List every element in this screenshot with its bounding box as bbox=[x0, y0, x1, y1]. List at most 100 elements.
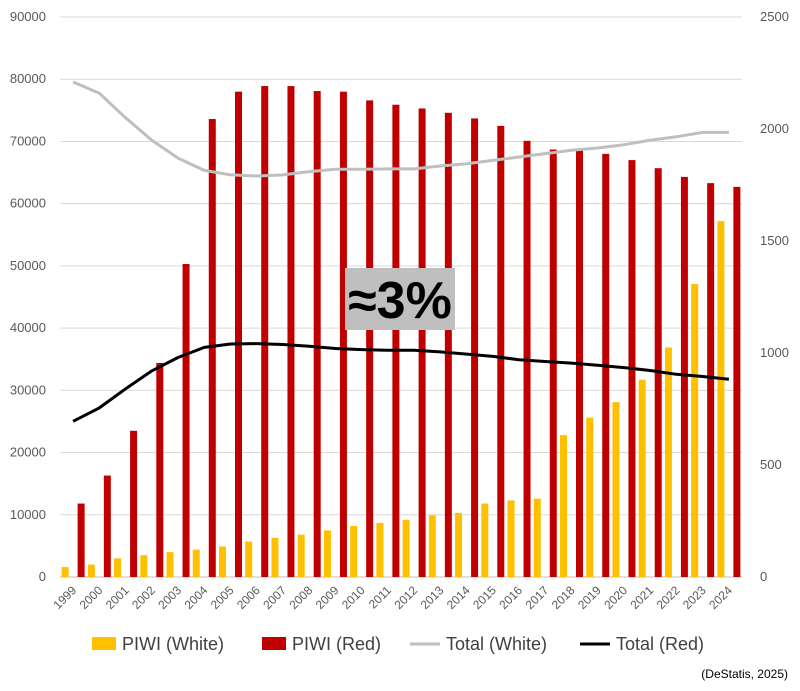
x-tick-label: 2017 bbox=[523, 583, 552, 612]
line-total-red bbox=[72, 342, 730, 423]
bar-piwi-red bbox=[392, 104, 400, 577]
x-tick-label: 2012 bbox=[391, 583, 420, 612]
annotation-box bbox=[345, 268, 455, 330]
bar-piwi-red bbox=[130, 430, 138, 577]
bar-piwi-white bbox=[87, 564, 95, 577]
x-tick-label: 2022 bbox=[654, 583, 683, 612]
bar-piwi-white bbox=[664, 347, 672, 577]
bar-piwi-white bbox=[245, 541, 253, 577]
x-tick-label: 2021 bbox=[628, 583, 657, 612]
bar-piwi-red bbox=[497, 125, 505, 577]
bar-piwi-white bbox=[612, 402, 620, 577]
x-tick-label: 2018 bbox=[549, 583, 578, 612]
legend-item: Total (White) bbox=[410, 634, 547, 654]
y-left-tick-label: 20000 bbox=[10, 445, 46, 460]
bar-piwi-white bbox=[481, 503, 489, 577]
x-tick-label: 2003 bbox=[155, 583, 184, 612]
bar-piwi-white bbox=[533, 498, 541, 577]
x-tick-label: 2024 bbox=[706, 583, 735, 612]
y-left-tick-label: 80000 bbox=[10, 71, 46, 86]
legend-label: PIWI (White) bbox=[122, 634, 224, 654]
right-axis-ticks: 0 500 1000 1500 2000 2500 bbox=[760, 9, 789, 584]
bar-piwi-white bbox=[560, 435, 567, 577]
bar-piwi-white bbox=[638, 379, 646, 577]
bar-piwi-white bbox=[297, 534, 305, 577]
bar-piwi-red bbox=[444, 112, 452, 578]
bar-piwi-white bbox=[140, 555, 148, 577]
y-right-tick-label: 1500 bbox=[760, 233, 789, 248]
bar-piwi-red bbox=[313, 91, 321, 578]
bar-piwi-red bbox=[208, 119, 216, 578]
x-tick-label: 2014 bbox=[444, 583, 473, 612]
bar-piwi-red bbox=[366, 100, 374, 577]
y-left-tick-label: 40000 bbox=[10, 320, 46, 335]
x-tick-label: 2019 bbox=[575, 583, 604, 612]
annotation-text: ≈3% bbox=[348, 272, 452, 330]
x-tick-label: 2005 bbox=[208, 583, 237, 612]
bar-piwi-white bbox=[323, 530, 331, 577]
y-right-tick-label: 1000 bbox=[760, 345, 789, 360]
bar-piwi-red bbox=[182, 264, 190, 577]
legend-label: Total (Red) bbox=[616, 634, 704, 654]
bar-piwi-white bbox=[717, 221, 725, 578]
y-right-tick-label: 2500 bbox=[760, 9, 789, 24]
y-left-tick-label: 90000 bbox=[10, 9, 46, 24]
y-right-tick-label: 500 bbox=[760, 457, 782, 472]
y-left-tick-label: 0 bbox=[39, 569, 46, 584]
x-tick-label: 1999 bbox=[50, 583, 79, 612]
bar-piwi-white bbox=[192, 549, 200, 577]
x-tick-label: 2011 bbox=[366, 583, 394, 611]
bar-piwi-white bbox=[428, 515, 436, 577]
y-right-tick-label: 2000 bbox=[760, 121, 789, 136]
x-tick-label: 2002 bbox=[129, 583, 158, 612]
legend-swatch bbox=[92, 637, 116, 650]
x-tick-label: 2001 bbox=[103, 583, 132, 612]
legend-item: Total (Red) bbox=[580, 634, 704, 654]
y-left-tick-label: 60000 bbox=[10, 196, 46, 211]
bar-piwi-white bbox=[376, 522, 384, 577]
bar-piwi-red bbox=[77, 503, 85, 577]
x-tick-label: 2004 bbox=[182, 583, 211, 612]
bar-piwi-white bbox=[402, 519, 410, 577]
x-tick-label: 2008 bbox=[287, 583, 316, 612]
legend-label: Total (White) bbox=[446, 634, 547, 654]
legend-item: PIWI (Red) bbox=[262, 634, 381, 654]
x-tick-label: 2023 bbox=[680, 583, 709, 612]
bar-piwi-white bbox=[271, 537, 279, 577]
source-citation: (DeStatis, 2025) bbox=[701, 667, 788, 681]
annotation: ≈3% bbox=[345, 268, 455, 330]
y-right-tick-label: 0 bbox=[760, 569, 767, 584]
bar-piwi-white bbox=[219, 546, 226, 577]
line-total-white bbox=[72, 80, 729, 178]
x-tick-label: 2010 bbox=[339, 583, 368, 612]
x-tick-label: 2020 bbox=[601, 583, 630, 612]
bar-piwi-red bbox=[680, 176, 688, 577]
series-lines bbox=[72, 80, 730, 423]
legend-swatch bbox=[262, 637, 286, 650]
x-tick-label: 2015 bbox=[470, 583, 499, 612]
bar-piwi-red bbox=[471, 118, 479, 577]
x-tick-label: 2016 bbox=[496, 583, 525, 612]
legend-label: PIWI (Red) bbox=[292, 634, 381, 654]
legend: PIWI (White) PIWI (Red) Total (White) Total… bbox=[92, 634, 704, 654]
bar-piwi-white bbox=[114, 558, 122, 577]
bar-piwi-red bbox=[707, 183, 715, 577]
y-left-tick-label: 50000 bbox=[10, 258, 46, 273]
x-tick-label: 2007 bbox=[260, 583, 289, 612]
bar-piwi-white bbox=[691, 283, 699, 577]
y-left-tick-label: 70000 bbox=[10, 133, 46, 148]
bar-piwi-white bbox=[455, 512, 463, 577]
x-tick-label: 2009 bbox=[313, 583, 342, 612]
bar-piwi-red bbox=[733, 186, 741, 577]
bar-piwi-red bbox=[103, 475, 111, 577]
x-tick-label: 2006 bbox=[234, 583, 263, 612]
x-axis-ticks: 1999200020012002200320042005200620072008… bbox=[50, 583, 735, 612]
x-tick-label: 2000 bbox=[77, 583, 106, 612]
bar-piwi-white bbox=[350, 525, 358, 577]
bars bbox=[61, 86, 741, 578]
bar-piwi-red bbox=[261, 86, 269, 578]
legend-item: PIWI (White) bbox=[92, 634, 224, 654]
bar-piwi-red bbox=[156, 362, 164, 577]
bar-piwi-red bbox=[339, 91, 347, 578]
